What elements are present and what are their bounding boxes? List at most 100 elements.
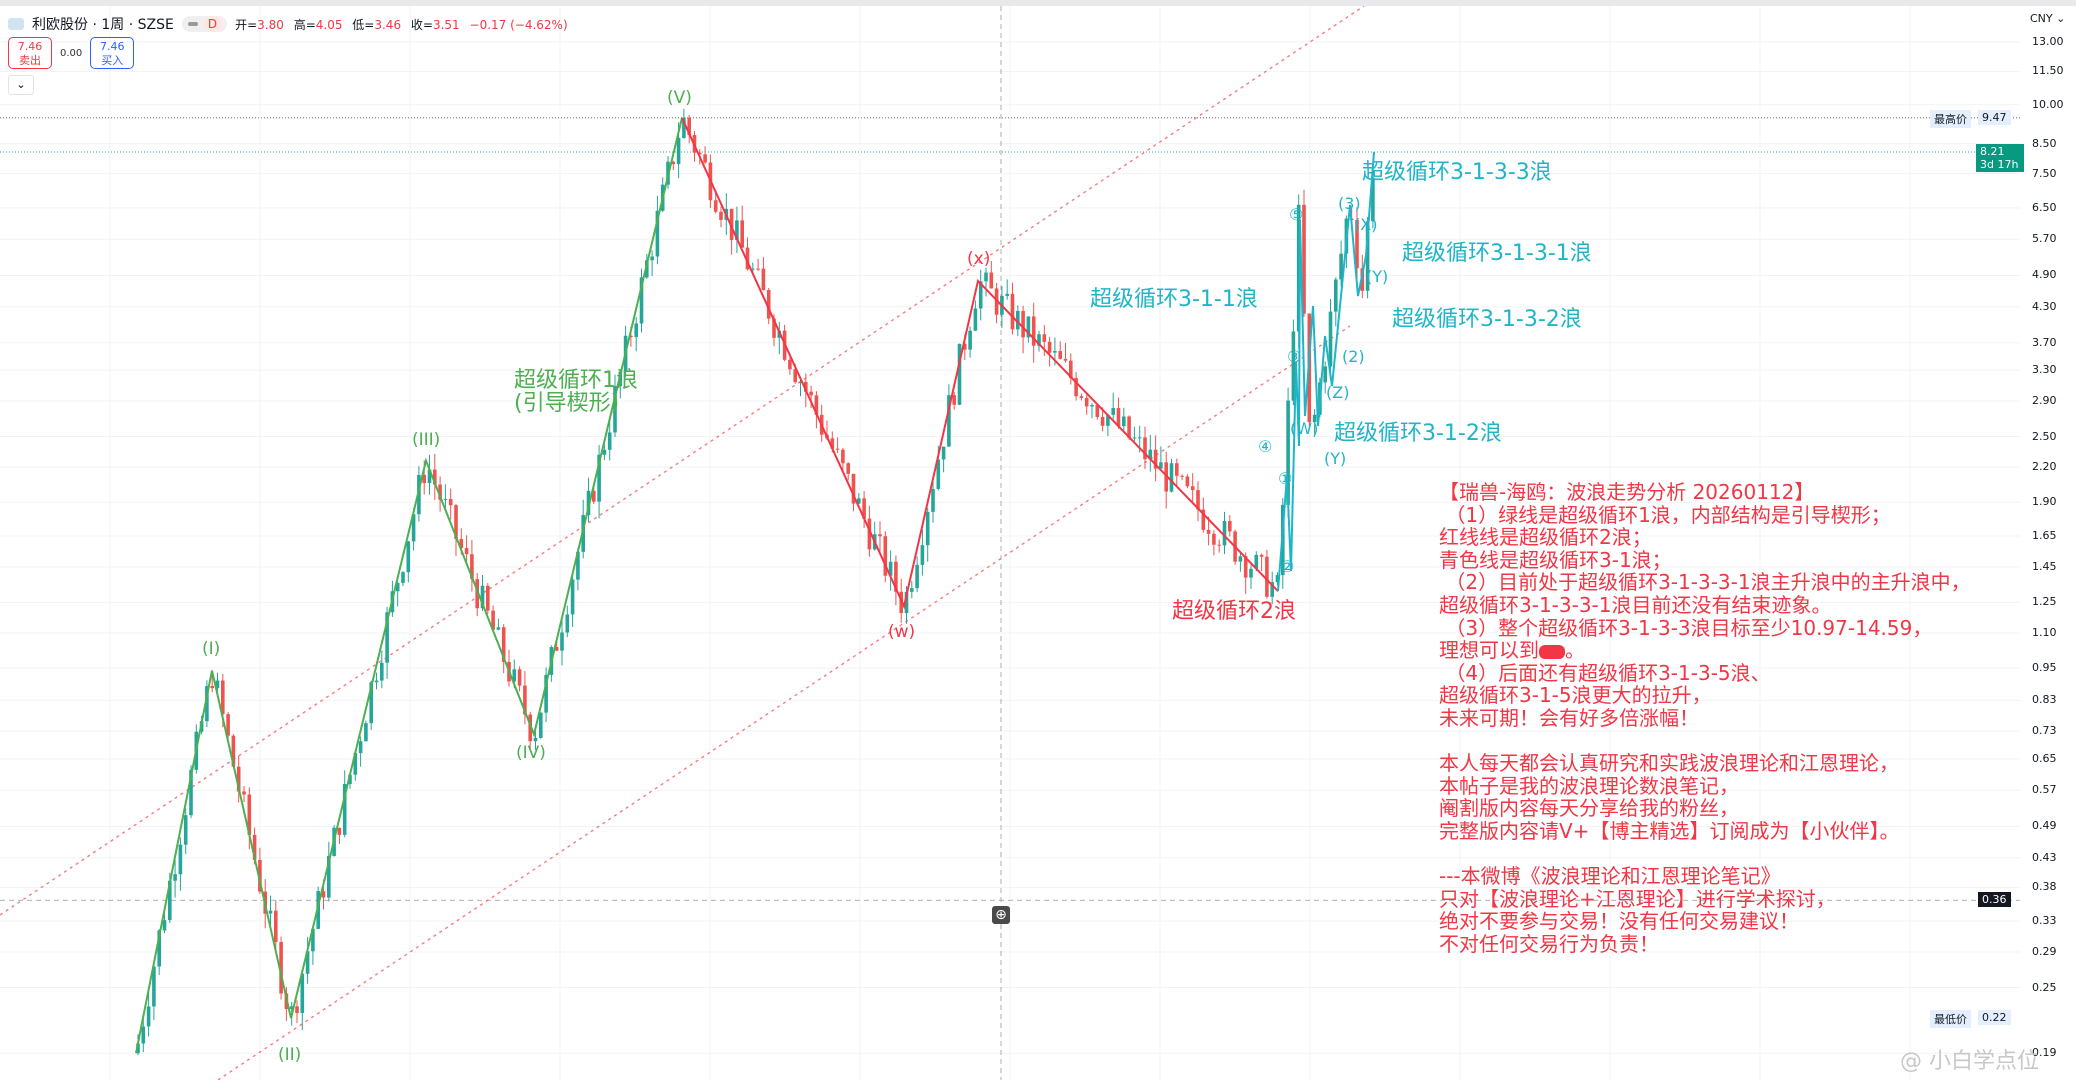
- channel-upper-line: [0, 6, 1365, 916]
- candle-body: [1217, 544, 1221, 546]
- candle-body: [1053, 351, 1057, 353]
- spread-value: 0.00: [60, 47, 83, 59]
- note-line: 青色线是超级循环3-1浪；: [1439, 547, 1672, 572]
- wave-label-green: (V): [667, 88, 692, 108]
- note-line: 理想可以到。: [1439, 638, 1585, 663]
- candle-body: [1312, 414, 1317, 423]
- candle-body: [645, 260, 649, 278]
- candle-body: [751, 268, 755, 270]
- candle-body: [639, 277, 644, 324]
- candle-body: [1228, 520, 1232, 532]
- note-line: [1439, 843, 1971, 866]
- symbol-title[interactable]: 利欧股份 · 1周 · SZSE: [32, 17, 174, 33]
- axis-tick-label: 0.49: [2032, 819, 2057, 833]
- price-chart[interactable]: (I) (II) (III) (IV) (V) 超级循环1浪(引导楔形) (w) (x) 超级循…: [0, 6, 2076, 1080]
- candle-body: [857, 498, 861, 504]
- candle-body: [682, 117, 686, 138]
- candle-body: [1122, 416, 1126, 427]
- wave-label-cyan: ②: [1280, 557, 1294, 576]
- candle-body: [1275, 575, 1280, 583]
- candle-body: [364, 723, 368, 742]
- candle-body: [1296, 204, 1301, 332]
- candle-body: [305, 951, 310, 974]
- market-status-badge[interactable]: D: [181, 16, 228, 32]
- candle-body: [607, 432, 612, 450]
- change-value: −0.17 (−4.62%): [469, 17, 568, 32]
- candle-body: [740, 220, 744, 248]
- candle-body: [947, 395, 951, 447]
- candle-body: [586, 490, 591, 516]
- high-price-tag: 9.47: [1978, 109, 2011, 125]
- high-value: 4.05: [315, 17, 343, 32]
- candle-body: [1254, 554, 1259, 569]
- red-wave-line: [681, 117, 1279, 610]
- candle-body: [448, 499, 453, 506]
- candle-body: [1196, 490, 1200, 510]
- note-line: 本人每天都会认真研究和实践波浪理论和江恩理论，: [1439, 751, 1899, 776]
- candle-body: [560, 632, 564, 651]
- crosshair-add-icon[interactable]: ⊕: [992, 906, 1010, 924]
- candle-body: [968, 330, 972, 350]
- wave-label-cyan: (X): [1354, 215, 1377, 234]
- candle-body: [830, 438, 835, 449]
- wave-label-cyan: ③: [1287, 347, 1301, 366]
- candle-body: [475, 579, 479, 609]
- buy-button[interactable]: 7.46 买入: [90, 37, 135, 69]
- candle-body: [1058, 351, 1062, 359]
- note-line: 完整版内容请V+【博主精选】订阅成为【小伙伴】。: [1439, 818, 1900, 843]
- candle-body: [735, 220, 739, 241]
- candle-body: [1371, 177, 1375, 222]
- candle-body: [480, 585, 485, 609]
- candle-body: [178, 844, 183, 875]
- candle-body: [1143, 437, 1147, 460]
- wave-label-cyan-text: 超级循环3-1-3-1浪: [1402, 241, 1592, 266]
- candle-body: [687, 117, 691, 136]
- note-line: （1）绿线是超级循环1浪，内部结构是引导楔形；: [1439, 502, 1891, 527]
- candle-body: [342, 784, 347, 835]
- chevron-down-icon: ⌄: [16, 78, 26, 91]
- wave-label-cyan-text: 超级循环3-1-2浪: [1334, 421, 1502, 446]
- candle-body: [1302, 204, 1306, 314]
- open-value: 3.80: [257, 17, 284, 32]
- candle-body: [984, 272, 988, 282]
- buy-label: 买入: [101, 54, 124, 67]
- low-label: 低=: [352, 17, 375, 32]
- candle-body: [1206, 529, 1211, 534]
- axis-tick-label: 0.38: [2032, 880, 2057, 894]
- axis-tick-label: 2.90: [2032, 394, 2057, 407]
- low-value: 3.46: [374, 17, 402, 32]
- candle-body: [348, 774, 352, 785]
- candle-body: [793, 369, 797, 383]
- axis-tick-label: 5.70: [2032, 232, 2057, 246]
- candle-body: [417, 474, 421, 515]
- candle-body: [1355, 219, 1359, 269]
- candle-body: [470, 554, 474, 580]
- candle-body: [978, 281, 983, 309]
- green-wave-line: [135, 117, 683, 1054]
- candle-body: [629, 335, 633, 338]
- axis-tick-label: 0.19: [2032, 1046, 2057, 1060]
- currency-dropdown[interactable]: CNY ⌄: [2030, 12, 2066, 25]
- candle-body: [152, 966, 156, 1007]
- collapse-legend-button[interactable]: ⌄: [8, 75, 34, 95]
- candle-body: [438, 484, 442, 500]
- candle-body: [804, 381, 808, 392]
- candle-body: [274, 910, 278, 942]
- wave-label-red: (x): [967, 249, 990, 269]
- candle-body: [459, 539, 464, 549]
- candle-body: [311, 928, 315, 952]
- sell-button[interactable]: 7.46 卖出: [8, 37, 52, 69]
- candle-body: [295, 1006, 299, 1014]
- ohlc-readout: 开=3.80 高=4.05 低=3.46 收=3.51 −0.17 (−4.62…: [235, 16, 574, 33]
- candle-body: [395, 582, 400, 592]
- candle-body: [650, 256, 654, 261]
- candle-body: [146, 1006, 151, 1027]
- note-line: 绝对不要参与交易！没有任何交易建议！: [1439, 909, 1799, 934]
- note-line: 未来可期！会有好多倍涨幅！: [1439, 705, 1699, 730]
- wave-label-red: (w): [888, 622, 915, 642]
- candle-body: [1265, 556, 1269, 597]
- note-line: （2）目前处于超级循环3-1-3-3-1浪主升浪中的主升浪中，: [1439, 570, 1971, 595]
- axis-tick-label: 10.00: [2032, 97, 2064, 111]
- wave-label-green-1: 超级循环1浪: [514, 368, 638, 393]
- axis-tick-label: 4.30: [2032, 299, 2057, 313]
